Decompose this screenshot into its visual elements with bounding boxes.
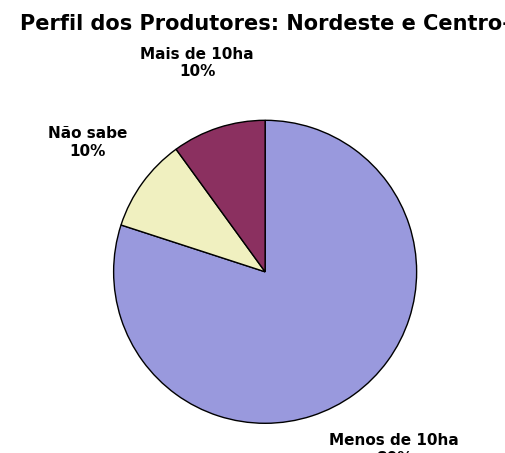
Text: Menos de 10ha
80%: Menos de 10ha 80% xyxy=(329,434,459,453)
Wedge shape xyxy=(176,120,265,272)
Text: Não sabe
10%: Não sabe 10% xyxy=(47,126,127,159)
Wedge shape xyxy=(121,149,265,272)
Text: Mais de 10ha
10%: Mais de 10ha 10% xyxy=(140,47,254,79)
Wedge shape xyxy=(114,120,417,423)
Text: Perfil dos Produtores: Nordeste e Centro-Oeste: Perfil dos Produtores: Nordeste e Centro… xyxy=(20,14,505,34)
